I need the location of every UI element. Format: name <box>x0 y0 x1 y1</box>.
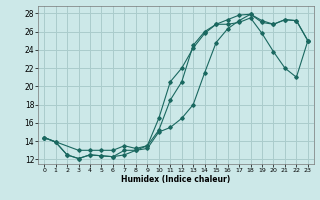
X-axis label: Humidex (Indice chaleur): Humidex (Indice chaleur) <box>121 175 231 184</box>
